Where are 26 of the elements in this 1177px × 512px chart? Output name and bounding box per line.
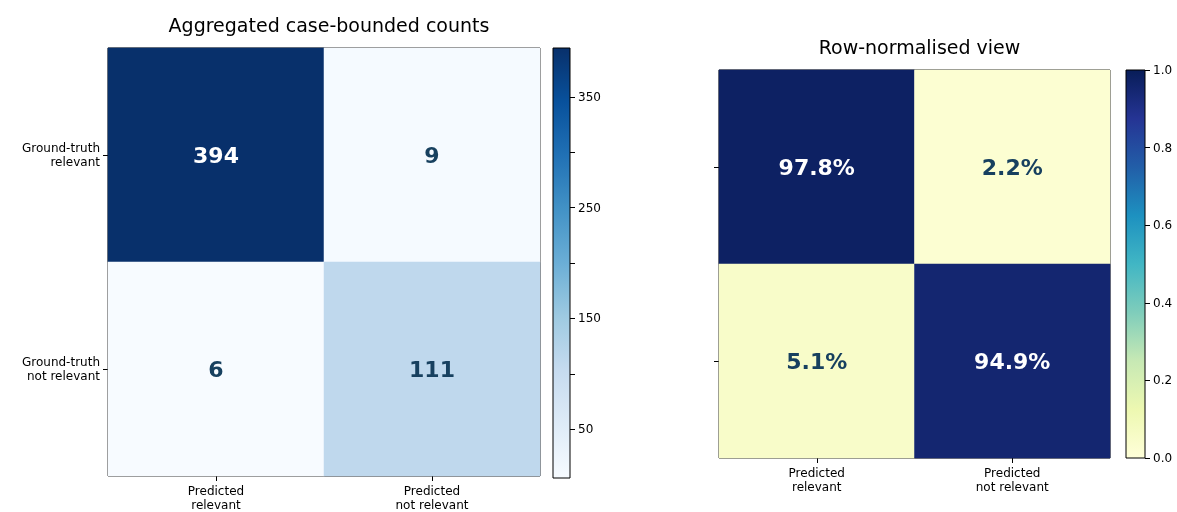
- color-bar-label: 0.6: [1153, 218, 1173, 233]
- color-bar-label: 350: [578, 89, 601, 104]
- color-bar-label: 150: [578, 311, 601, 326]
- data-label: 97.8%: [778, 154, 855, 180]
- x-tick-label: Predicted not relevant: [975, 466, 1050, 494]
- color-bar-label: 0.8: [1153, 140, 1173, 155]
- color-bar-label: 0.0: [1153, 451, 1173, 465]
- data-label: 6: [208, 356, 224, 382]
- x-tick-label: Predicted relevant: [187, 484, 245, 512]
- chart-title: Row-normalised view: [818, 35, 1021, 58]
- data-label: 394: [193, 142, 239, 168]
- color-bar-label: 0.2: [1153, 373, 1173, 388]
- data-label: 111: [409, 356, 455, 382]
- data-label: 94.9%: [974, 348, 1051, 374]
- y-tick-label: Ground-truth not relevant: [21, 355, 101, 383]
- color-bar-label: 0.4: [1153, 295, 1173, 310]
- color-bar-label: 50: [578, 422, 594, 437]
- x-tick-label: Predicted not relevant: [395, 484, 469, 512]
- data-label: 9: [424, 142, 440, 168]
- y-tick-label: Ground-truth relevant: [21, 141, 101, 169]
- color-bar-label: 1.0: [1153, 63, 1173, 77]
- data-label: 5.1%: [786, 348, 848, 374]
- chart-title: Aggregated case-bounded counts: [168, 13, 490, 36]
- data-label: 2.2%: [981, 154, 1043, 180]
- color-bar-label: 250: [578, 200, 601, 215]
- x-tick-label: Predicted relevant: [788, 466, 845, 494]
